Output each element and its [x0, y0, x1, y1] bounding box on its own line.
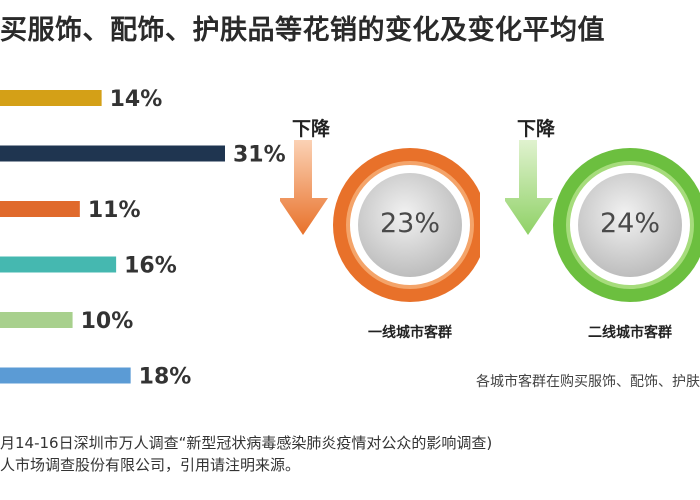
bar-4	[0, 256, 117, 273]
down-label: 下降	[517, 118, 556, 140]
down-arrow-icon	[280, 140, 328, 235]
ring-name: 一线城市客群	[368, 325, 452, 341]
bar-1	[0, 90, 102, 106]
bar-value-label: 31%	[233, 143, 286, 168]
bar-chart: 14% 31% 11% 16% 10% 18%	[0, 87, 286, 390]
ring-name: 二线城市客群	[588, 325, 672, 341]
bar-value-label: 18%	[139, 365, 192, 390]
chart-title: 买服饰、配饰、护肤品等花销的变化及变化平均值	[0, 15, 605, 46]
bar-value-label: 14%	[110, 87, 163, 112]
source-line-2: 人市场调查股份有限公司，引用请注明来源。	[0, 456, 301, 474]
ring-value: 24%	[599, 208, 660, 239]
bar-value-label: 11%	[88, 198, 141, 223]
ring-value: 23%	[379, 208, 440, 239]
bar-value-label: 16%	[124, 254, 177, 279]
down-arrow-and-ring	[280, 140, 480, 302]
source-line-1: 月14-16日深圳市万人调查“新型冠状病毒感染肺炎疫情对公众的影响调查)	[0, 434, 493, 452]
bar-6	[0, 367, 131, 384]
bar-5	[0, 312, 73, 328]
down-arrow-and-ring	[505, 140, 700, 302]
chart-caption: 各城市客群在购买服饰、配饰、护肤	[476, 374, 700, 390]
down-arrow-icon	[505, 140, 553, 235]
bar-value-label: 10%	[81, 309, 134, 334]
source-note: 月14-16日深圳市万人调查“新型冠状病毒感染肺炎疫情对公众的影响调查) 人市场…	[0, 432, 700, 476]
down-label: 下降	[292, 118, 331, 140]
bar-3	[0, 201, 80, 217]
ring-block-tier2: 下降 24% 二线城市客群	[505, 110, 700, 341]
ring-block-tier1: 下降 23% 一线城市客群	[280, 110, 480, 341]
bar-2	[0, 145, 225, 162]
